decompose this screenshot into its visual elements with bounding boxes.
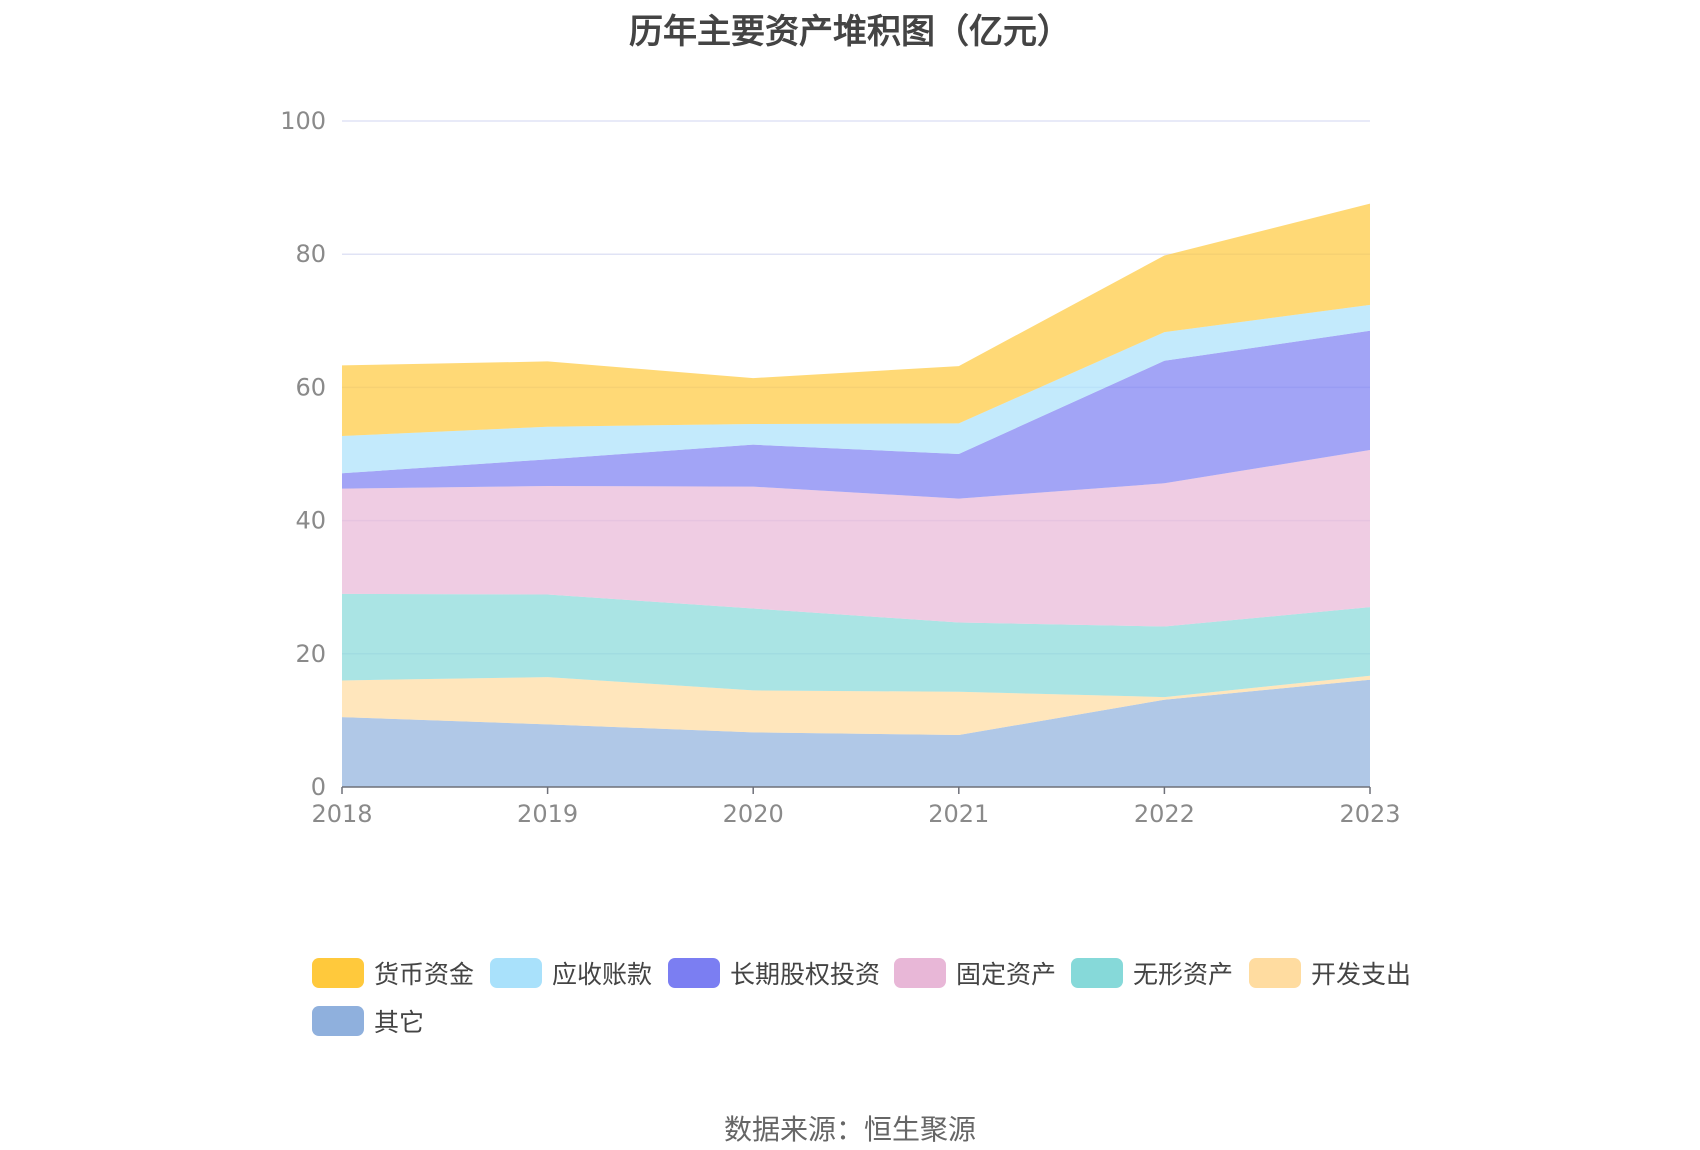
y-tick-label: 20 bbox=[295, 640, 326, 668]
legend-label: 其它 bbox=[374, 1008, 425, 1037]
y-tick-label: 0 bbox=[311, 773, 326, 801]
x-tick-label: 2019 bbox=[517, 800, 578, 828]
legend-label: 长期股权投资 bbox=[730, 960, 881, 989]
data-source-note: 数据来源：恒生聚源 bbox=[723, 1113, 976, 1146]
x-tick-label: 2018 bbox=[311, 800, 372, 828]
legend-swatch bbox=[668, 958, 720, 988]
legend-label: 开发支出 bbox=[1311, 960, 1412, 989]
area-series-开发支出 bbox=[342, 675, 1370, 736]
area-series-货币资金 bbox=[342, 203, 1370, 437]
y-tick-label: 40 bbox=[295, 507, 326, 535]
legend-item-货币资金[interactable]: 货币资金 bbox=[312, 955, 474, 991]
legend-item-应收账款[interactable]: 应收账款 bbox=[490, 955, 652, 991]
area-series-长期股权投资 bbox=[342, 330, 1370, 499]
x-tick-label: 2022 bbox=[1134, 800, 1195, 828]
legend-swatch bbox=[312, 1006, 364, 1036]
x-tick-label: 2023 bbox=[1339, 800, 1400, 828]
area-series-group bbox=[342, 203, 1370, 787]
y-tick-label: 100 bbox=[280, 107, 326, 135]
legend-item-长期股权投资[interactable]: 长期股权投资 bbox=[668, 955, 880, 991]
legend-swatch bbox=[490, 958, 542, 988]
legend-swatch bbox=[1071, 958, 1123, 988]
legend-item-其它[interactable]: 其它 bbox=[312, 1003, 424, 1039]
area-series-固定资产 bbox=[342, 450, 1370, 627]
area-series-无形资产 bbox=[342, 593, 1370, 698]
legend-item-固定资产[interactable]: 固定资产 bbox=[894, 955, 1056, 991]
legend-label: 固定资产 bbox=[956, 960, 1057, 989]
legend-label: 无形资产 bbox=[1133, 960, 1234, 989]
chart-title: 历年主要资产堆积图（亿元） bbox=[629, 12, 1071, 52]
area-series-应收账款 bbox=[342, 304, 1370, 474]
y-tick-label: 80 bbox=[295, 240, 326, 268]
x-tick-label: 2021 bbox=[928, 800, 989, 828]
legend-item-开发支出[interactable]: 开发支出 bbox=[1249, 955, 1411, 991]
x-tick-label: 2020 bbox=[723, 800, 784, 828]
y-tick-label: 60 bbox=[295, 373, 326, 401]
legend-swatch bbox=[312, 958, 364, 988]
legend-label: 货币资金 bbox=[374, 960, 475, 989]
legend-item-无形资产[interactable]: 无形资产 bbox=[1071, 955, 1233, 991]
area-series-其它 bbox=[342, 679, 1370, 787]
legend-swatch bbox=[1249, 958, 1301, 988]
axes: 0 20 40 60 80 100 2018 2019 2020 2021 2022 2023 bbox=[280, 107, 1400, 828]
legend-swatch bbox=[894, 958, 946, 988]
legend-label: 应收账款 bbox=[552, 960, 653, 989]
